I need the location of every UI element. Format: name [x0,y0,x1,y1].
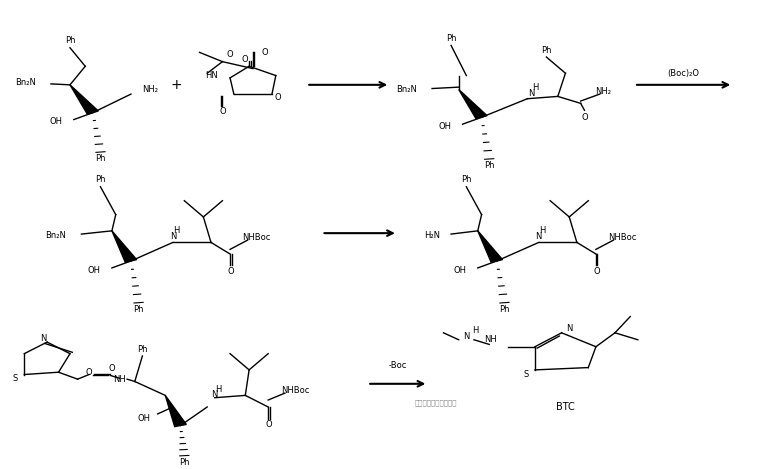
Text: OH: OH [50,117,63,127]
Text: N: N [536,232,542,242]
Text: O: O [219,107,226,116]
Text: Ph: Ph [461,175,471,184]
Text: Ph: Ph [179,458,190,467]
Text: OH: OH [137,414,150,423]
Text: Ph: Ph [541,45,552,54]
Text: Ph: Ph [500,305,509,314]
Text: NHBoc: NHBoc [243,233,271,242]
Text: H: H [472,326,479,335]
Text: Ph: Ph [137,345,148,354]
Text: NHBoc: NHBoc [608,233,636,242]
Text: O: O [109,363,116,372]
Text: OH: OH [87,266,100,275]
Text: BTC: BTC [556,402,575,412]
Text: H: H [216,385,222,394]
Text: Ph: Ph [65,36,75,45]
Text: NH₂: NH₂ [142,85,158,94]
Polygon shape [459,90,487,119]
Text: O: O [261,48,268,57]
Text: S: S [523,370,529,379]
Text: Bn₂N: Bn₂N [396,85,417,94]
Text: H: H [532,83,538,91]
Text: O: O [265,420,272,429]
Text: NH: NH [113,375,126,384]
Text: NHBoc: NHBoc [281,386,309,395]
Text: Ph: Ph [95,154,106,164]
Text: O: O [275,93,282,102]
Text: N: N [463,332,470,341]
Text: O: O [594,267,600,276]
Text: NH: NH [484,335,496,344]
Polygon shape [112,231,137,262]
Text: Ph: Ph [446,34,457,43]
Text: (Boc)₂O: (Boc)₂O [668,69,699,78]
Text: N: N [212,390,218,400]
Text: Ph: Ph [133,305,144,314]
Text: OH: OH [438,122,451,131]
Text: Ph: Ph [95,175,106,184]
Text: H₂N: H₂N [424,231,440,240]
Text: NH₂: NH₂ [595,87,611,96]
Text: -Boc: -Boc [389,361,407,370]
Text: O: O [226,50,233,59]
Text: OH: OH [454,266,467,275]
Polygon shape [70,85,99,114]
Text: N: N [566,324,572,333]
Text: O: O [227,267,234,276]
Polygon shape [165,395,187,427]
Text: +: + [171,78,183,92]
Text: HN: HN [204,71,217,80]
Text: N: N [528,89,534,98]
Text: 徐州中学化学教研究家: 徐州中学化学教研究家 [415,399,457,406]
Text: H: H [539,227,545,235]
Text: N: N [170,232,176,242]
Text: N: N [40,334,47,343]
Text: Ph: Ph [484,161,494,170]
Text: O: O [242,55,249,64]
Text: Bn₂N: Bn₂N [45,231,67,240]
Text: Bn₂N: Bn₂N [15,78,36,87]
Polygon shape [478,231,503,262]
Text: S: S [12,374,18,383]
Text: H: H [174,227,180,235]
Text: O: O [86,368,93,377]
Text: O: O [581,113,588,122]
